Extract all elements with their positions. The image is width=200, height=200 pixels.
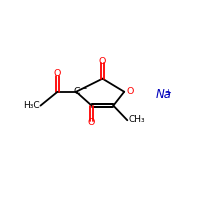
Text: O: O [54, 69, 61, 78]
Text: O: O [127, 87, 134, 96]
Text: O: O [99, 57, 106, 66]
Text: CH₃: CH₃ [128, 115, 145, 124]
Text: C: C [73, 87, 80, 96]
Text: −: − [80, 84, 86, 93]
Text: O: O [88, 118, 95, 127]
Text: Na: Na [155, 88, 171, 101]
Text: +: + [164, 88, 171, 97]
Text: H₃C: H₃C [23, 101, 40, 110]
